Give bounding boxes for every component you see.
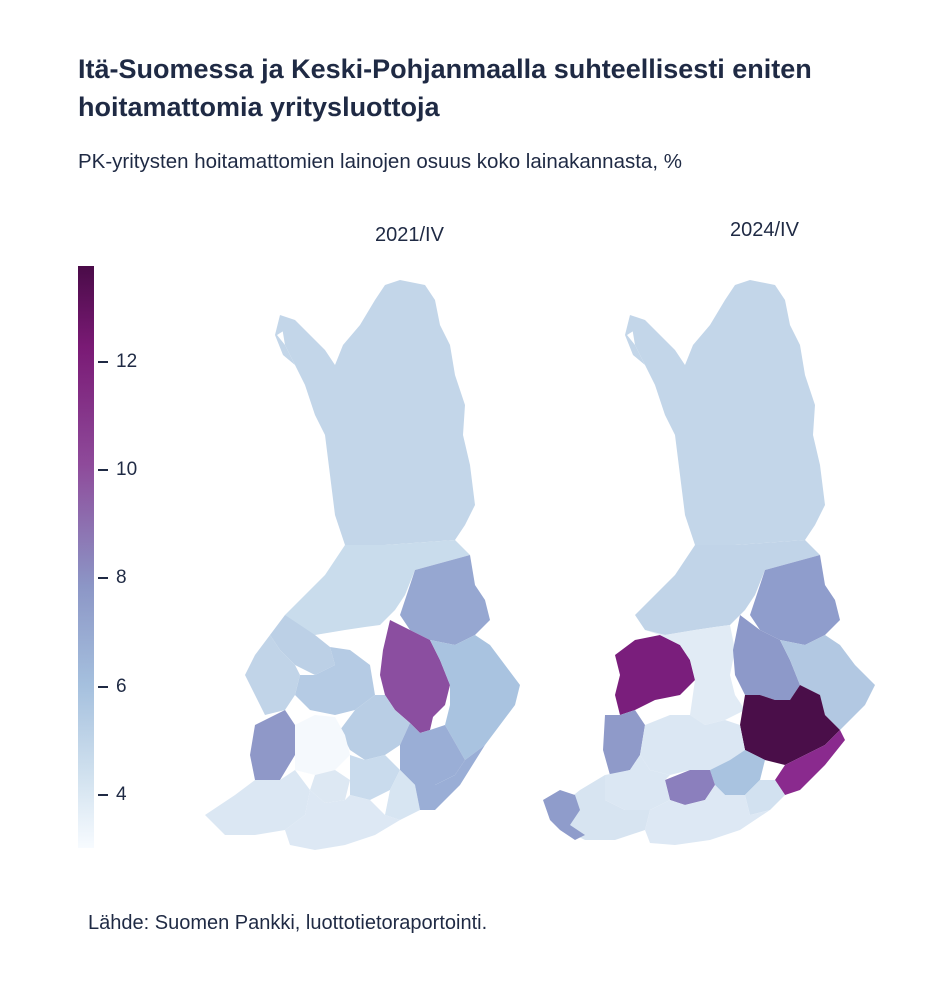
region-aland <box>543 790 585 840</box>
region-south-karelia <box>415 745 485 810</box>
region-kymenlaakso <box>745 780 785 815</box>
chart-subtitle: PK-yritysten hoitamattomien lainojen osu… <box>78 150 682 173</box>
colorbar-tick: 8 <box>98 568 127 588</box>
region-uusimaa <box>285 790 400 850</box>
region-kainuu <box>400 555 490 645</box>
region-north-ostrobothnia <box>635 540 820 635</box>
region-central-finland <box>340 695 410 760</box>
region-central-ostrobothnia <box>270 615 335 675</box>
region-south-savo <box>400 723 465 785</box>
finland-map-2024 <box>543 280 875 845</box>
region-lapland-arm <box>625 315 645 365</box>
region-north-karelia <box>430 635 520 760</box>
region-south-ostrobothnia <box>295 647 375 715</box>
region-satakunta <box>605 755 670 810</box>
colorbar <box>78 266 94 848</box>
region-north-karelia <box>780 635 875 730</box>
region-pirkanmaa <box>295 715 350 775</box>
map-label-2024: 2024/IV <box>730 219 799 241</box>
region-north-ostrobothnia <box>285 540 470 635</box>
region-central-ostrobothnia <box>615 635 695 715</box>
region-satakunta <box>250 710 295 780</box>
region-lapland-arm <box>275 315 295 365</box>
region-south-savo <box>740 685 840 765</box>
region-kymenlaakso <box>385 770 420 820</box>
colorbar-tick: 10 <box>98 460 137 480</box>
region-north-savo <box>380 620 450 733</box>
region-ostrobothnia <box>603 710 645 775</box>
region-kainuu <box>750 555 840 645</box>
region-southwest-finland <box>205 770 310 835</box>
region-paijat-hame <box>350 755 400 800</box>
map-label-2021: 2021/IV <box>375 224 444 246</box>
region-kanta-hame <box>310 770 350 803</box>
region-uusimaa <box>645 785 770 845</box>
region-lapland <box>630 280 825 545</box>
source-note: Lähde: Suomen Pankki, luottotietoraporto… <box>88 912 488 934</box>
colorbar-tick: 6 <box>98 677 127 697</box>
chart-title: Itä-Suomessa ja Keski-Pohjanmaalla suhte… <box>78 54 812 122</box>
region-ostrobothnia <box>245 635 300 715</box>
region-pirkanmaa <box>640 715 745 775</box>
region-southwest-finland <box>555 775 650 840</box>
region-kanta-hame <box>665 770 715 805</box>
region-paijat-hame <box>710 750 765 795</box>
finland-map-2021 <box>205 280 520 850</box>
region-north-savo <box>733 615 800 700</box>
colorbar-tick: 4 <box>98 785 127 805</box>
region-south-karelia <box>775 730 845 795</box>
region-ostrobothnia-north <box>645 625 745 725</box>
colorbar-tick: 12 <box>98 352 137 372</box>
region-lapland <box>280 280 475 545</box>
